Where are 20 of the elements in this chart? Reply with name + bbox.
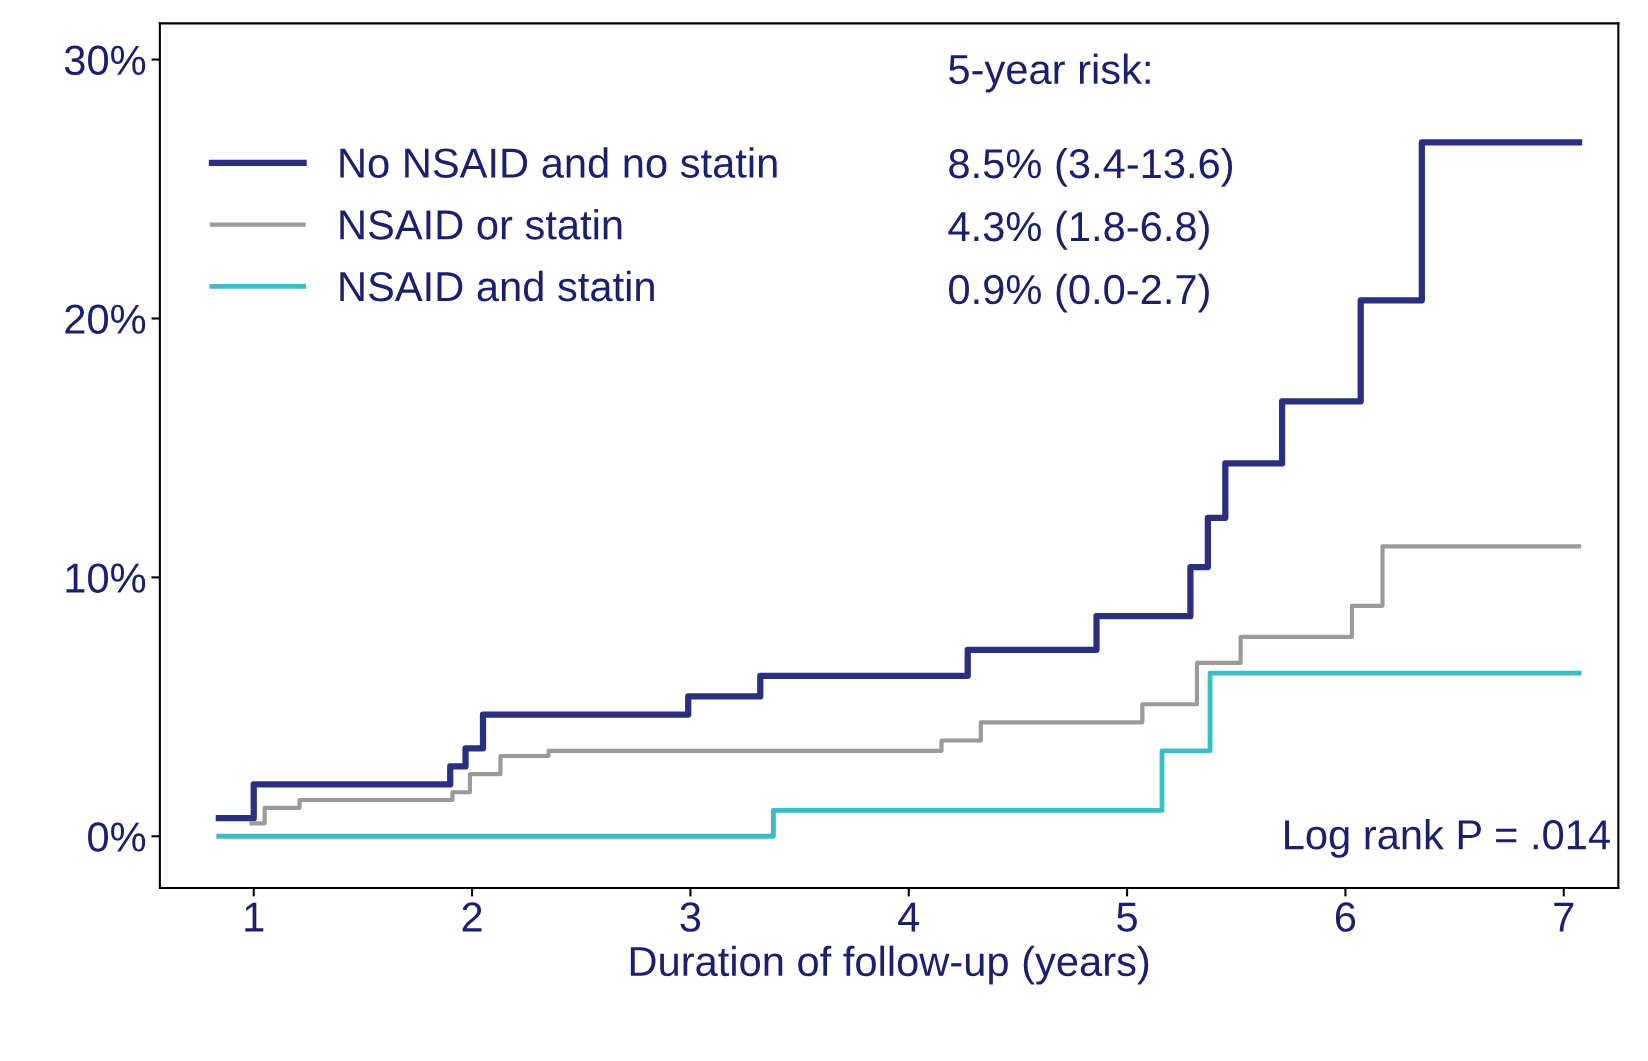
x-tick-label: 6	[1335, 902, 1356, 932]
x-tick-label: 1	[245, 902, 264, 932]
annotation: 8.5% (3.4-13.6)	[949, 147, 1233, 187]
y-tick-label: 20%	[65, 304, 146, 334]
y-tick-label: 10%	[66, 563, 146, 593]
x-tick-label: 5	[1117, 902, 1137, 932]
x-tick-label: 4	[898, 902, 920, 932]
x-tick-label: 3	[680, 902, 701, 932]
y-tick-label: 30%	[64, 45, 146, 76]
annotation: 4.3% (1.8-6.8)	[948, 210, 1209, 250]
annotation: 5-year risk:	[949, 53, 1150, 93]
x-axis-title: Duration of follow-up (years)	[630, 945, 1149, 985]
annotation: 0.9% (0.0-2.7)	[949, 273, 1209, 313]
x-tick-label: 2	[462, 902, 482, 932]
legend-label: NSAID and statin	[340, 270, 654, 302]
legend-label: No NSAID and no statin	[340, 147, 777, 178]
x-tick-label: 7	[1554, 902, 1574, 932]
legend-label: NSAID or statin	[340, 209, 622, 240]
y-tick-label: 0%	[88, 822, 146, 852]
annotation: Log rank P = .014	[1285, 818, 1610, 858]
